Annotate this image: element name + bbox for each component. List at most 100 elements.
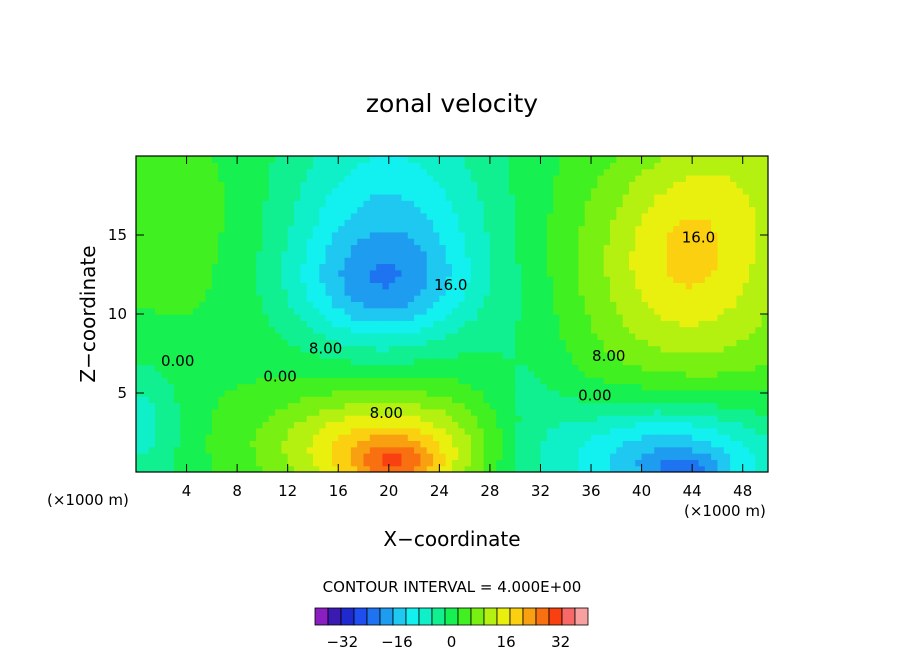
heatmap-cell: [249, 364, 257, 372]
heatmap-cell: [136, 345, 143, 353]
heatmap-cell: [439, 370, 447, 378]
heatmap-cell: [540, 402, 548, 410]
heatmap-cell: [243, 225, 251, 233]
heatmap-cell: [306, 465, 314, 472]
heatmap-cell: [331, 326, 339, 334]
heatmap-cell: [357, 326, 365, 334]
heatmap-cell: [704, 212, 712, 220]
heatmap-cell: [622, 225, 630, 233]
heatmap-cell: [711, 231, 719, 239]
heatmap-cell: [622, 168, 630, 176]
heatmap-cell: [173, 244, 181, 252]
heatmap-cell: [628, 446, 636, 454]
heatmap-cell: [527, 219, 535, 227]
heatmap-cell: [470, 408, 478, 416]
heatmap-cell: [312, 434, 320, 441]
heatmap-cell: [654, 383, 662, 391]
heatmap-cell: [622, 427, 630, 435]
heatmap-cell: [483, 219, 491, 227]
heatmap-cell: [736, 238, 744, 246]
heatmap-cell: [572, 415, 579, 423]
heatmap-cell: [262, 453, 270, 460]
heatmap-cell: [224, 250, 232, 258]
heatmap-cell: [262, 212, 270, 220]
heatmap-cell: [717, 339, 725, 347]
heatmap-cell: [136, 339, 143, 347]
heatmap-cell: [553, 250, 561, 258]
heatmap-cell: [647, 396, 655, 404]
heatmap-cell: [666, 200, 674, 208]
heatmap-cell: [622, 351, 630, 359]
heatmap-cell: [654, 193, 662, 201]
heatmap-cell: [540, 459, 548, 467]
heatmap-cell: [350, 358, 358, 366]
heatmap-cell: [660, 320, 668, 328]
heatmap-cell: [635, 396, 643, 404]
heatmap-cell: [275, 187, 282, 195]
heatmap-cell: [711, 263, 719, 271]
heatmap-cell: [363, 434, 371, 441]
heatmap-cell: [597, 269, 605, 277]
heatmap-cell: [470, 358, 478, 366]
heatmap-cell: [496, 408, 504, 416]
heatmap-cell: [489, 250, 497, 258]
heatmap-cell: [654, 459, 662, 467]
heatmap-cell: [736, 383, 744, 391]
heatmap-cell: [300, 421, 308, 429]
heatmap-cell: [211, 168, 219, 176]
heatmap-cell: [673, 250, 681, 258]
heatmap-cell: [534, 364, 542, 372]
heatmap-cell: [357, 427, 365, 435]
heatmap-cell: [736, 244, 744, 252]
heatmap-cell: [154, 358, 162, 366]
heatmap-cell: [180, 219, 188, 227]
heatmap-cell: [300, 351, 308, 359]
heatmap-cell: [755, 187, 763, 195]
heatmap-cell: [565, 339, 573, 347]
heatmap-cell: [489, 332, 497, 340]
heatmap-cell: [407, 332, 415, 340]
heatmap-cell: [464, 465, 472, 472]
heatmap-cell: [256, 415, 263, 423]
heatmap-cell: [287, 320, 295, 328]
heatmap-cell: [167, 181, 175, 189]
heatmap-cell: [363, 250, 371, 258]
heatmap-cell: [243, 370, 251, 378]
heatmap-cell: [610, 314, 617, 321]
heatmap-cell: [294, 307, 301, 315]
heatmap-cell: [540, 225, 548, 233]
heatmap-cell: [192, 332, 200, 340]
heatmap-cell: [433, 453, 440, 460]
heatmap-cell: [414, 383, 421, 391]
heatmap-cell: [401, 225, 409, 233]
heatmap-cell: [477, 459, 485, 467]
heatmap-cell: [192, 421, 200, 429]
heatmap-cell: [312, 465, 320, 472]
heatmap-cell: [508, 244, 516, 252]
heatmap-cell: [401, 238, 409, 246]
heatmap-cell: [616, 351, 624, 359]
heatmap-cell: [243, 231, 251, 239]
heatmap-cell: [306, 212, 314, 220]
heatmap-cell: [730, 212, 737, 220]
heatmap-cell: [572, 238, 579, 246]
heatmap-cell: [218, 295, 226, 302]
heatmap-cell: [249, 351, 257, 359]
heatmap-cell: [496, 225, 504, 233]
heatmap-cell: [452, 389, 459, 397]
heatmap-cell: [205, 364, 213, 372]
heatmap-cell: [698, 370, 706, 378]
heatmap-cell: [186, 225, 194, 233]
heatmap-cell: [572, 187, 579, 195]
heatmap-cell: [275, 332, 282, 340]
heatmap-cell: [211, 440, 219, 448]
heatmap-cell: [388, 314, 396, 321]
heatmap-cell: [344, 276, 352, 283]
heatmap-cell: [199, 168, 207, 176]
heatmap-cell: [622, 332, 630, 340]
heatmap-cell: [477, 402, 485, 410]
heatmap-cell: [679, 269, 687, 277]
heatmap-cell: [344, 332, 352, 340]
heatmap-cell: [433, 389, 440, 397]
heatmap-cell: [237, 219, 245, 227]
